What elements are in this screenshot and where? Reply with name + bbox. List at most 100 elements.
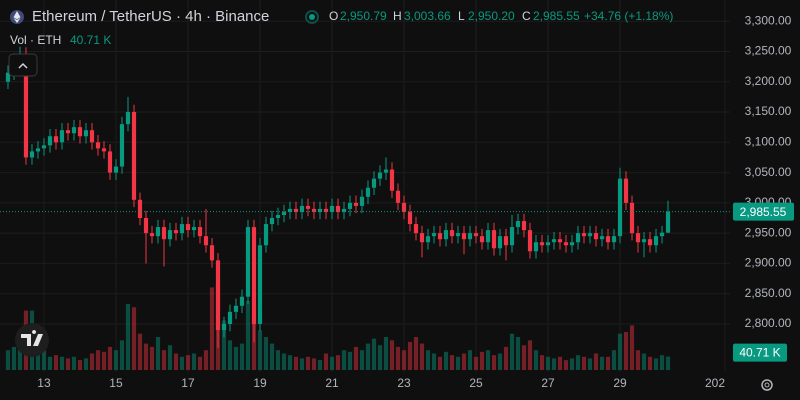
volume-bar: [311, 358, 317, 370]
market-status[interactable]: [305, 10, 319, 24]
volume-bar: [401, 350, 407, 370]
x-tick-label: 27: [541, 376, 555, 390]
volume-bar: [323, 353, 329, 370]
volume-bar: [551, 358, 557, 370]
candle-body: [587, 233, 593, 237]
volume-bar: [623, 332, 629, 370]
settings-button[interactable]: [761, 379, 773, 391]
volume-bar: [425, 350, 431, 370]
volume-bar: [59, 356, 65, 370]
candle-body: [563, 242, 569, 246]
candle-body: [137, 199, 143, 219]
candle-body: [203, 236, 209, 246]
volume-bar: [569, 358, 575, 370]
candle-body: [29, 151, 35, 158]
volume-bar: [407, 341, 413, 370]
volume-bar: [341, 350, 347, 370]
volume-bar: [617, 333, 623, 370]
volume-bar: [71, 356, 77, 370]
candle-body: [161, 227, 167, 240]
candle-body: [95, 142, 101, 149]
y-tick-label: 3,100.00: [745, 134, 792, 148]
candle-body: [581, 233, 587, 237]
volume-bar: [113, 350, 119, 370]
volume-bar: [173, 353, 179, 370]
y-tick-label: 2,950.00: [745, 225, 792, 239]
candle-body: [263, 224, 269, 246]
candle-body: [197, 227, 203, 237]
candle-body: [635, 233, 641, 243]
candle-body: [509, 227, 515, 246]
volume-bar: [269, 343, 275, 370]
candle-body: [641, 239, 647, 243]
volume-bar: [317, 360, 323, 370]
candle-body: [419, 233, 425, 243]
volume-bar: [557, 356, 563, 370]
volume-bar: [587, 358, 593, 370]
candle-body: [143, 218, 149, 234]
x-tick-label: 17: [181, 376, 195, 390]
candle-body: [329, 205, 335, 212]
candle-body: [533, 242, 539, 252]
candle-body: [245, 227, 251, 297]
candle-body: [539, 242, 545, 246]
y-tick-label: 3,200.00: [745, 74, 792, 88]
volume-bar: [41, 350, 47, 370]
volume-bar: [65, 358, 71, 370]
volume-bar: [275, 350, 281, 370]
y-tick-label: 3,250.00: [745, 44, 792, 58]
volume-bar: [365, 343, 371, 370]
market-status-dot: [309, 14, 315, 20]
candle-body: [41, 145, 47, 149]
volume-bar: [293, 356, 299, 370]
volume-bar: [539, 355, 545, 370]
volume-name: Vol · ETH: [10, 33, 61, 47]
tv-logo: [15, 323, 49, 357]
candle-body: [71, 127, 77, 134]
candle-body: [545, 242, 551, 246]
y-tick-label: 3,150.00: [745, 104, 792, 118]
volume-bar: [137, 333, 143, 370]
candle-body: [347, 202, 353, 209]
candle-body: [593, 233, 599, 240]
volume-value: 40.71 K: [70, 33, 111, 47]
candle-body: [311, 208, 317, 212]
x-tick-label: 15: [109, 376, 123, 390]
candle-body: [599, 236, 605, 240]
volume-bar: [659, 355, 665, 370]
candle-body: [395, 190, 401, 203]
eth-glyph: [13, 11, 21, 23]
volume-bar: [125, 304, 131, 370]
axes: 2,800.002,850.002,900.002,950.003,000.00…: [37, 13, 794, 390]
volume-box: [733, 343, 787, 362]
volume-bar: [179, 356, 185, 370]
volume-bar: [467, 350, 473, 370]
volume-bar: [161, 350, 167, 370]
gear-icon: [761, 379, 773, 391]
candle-body: [287, 208, 293, 212]
volume-bar: [359, 350, 365, 370]
candle-body: [293, 208, 299, 212]
high-label: H: [393, 9, 402, 23]
volume-bar: [221, 320, 227, 370]
candle-body: [449, 230, 455, 237]
open-value: 2,950.79: [340, 9, 387, 23]
candle-body: [215, 260, 221, 331]
candle-body: [653, 236, 659, 246]
candle-body: [401, 202, 407, 212]
x-tick-label: 25: [469, 376, 483, 390]
candle-body: [275, 214, 281, 219]
x-tick-label: 29: [613, 376, 627, 390]
candle-body: [665, 211, 671, 233]
y-tick-label: 3,050.00: [745, 165, 792, 179]
candle-body: [65, 130, 71, 134]
volume-bar: [575, 355, 581, 370]
volume-bar: [89, 353, 95, 370]
candle-body: [491, 230, 497, 249]
candle-body: [575, 233, 581, 243]
y-tick-label: 2,900.00: [745, 256, 792, 270]
volume-bar: [185, 355, 191, 370]
volume-bar: [605, 356, 611, 370]
volume-bar: [119, 340, 125, 370]
volume-bar: [383, 337, 389, 370]
